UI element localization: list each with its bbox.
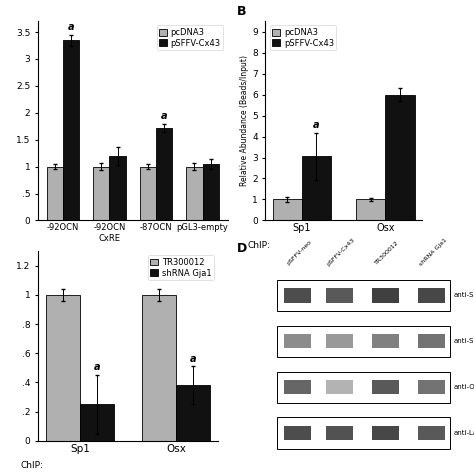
Legend: pcDNA3, pSFFV-Cx43: pcDNA3, pSFFV-Cx43 xyxy=(156,26,223,50)
Bar xyxy=(80,404,114,441)
Bar xyxy=(186,166,202,220)
Bar xyxy=(418,380,445,394)
Bar xyxy=(46,295,80,441)
Bar xyxy=(418,426,445,440)
Legend: pcDNA3, pSFFV-Cx43: pcDNA3, pSFFV-Cx43 xyxy=(270,26,337,50)
Text: D: D xyxy=(237,242,247,255)
Bar xyxy=(109,156,126,220)
Bar xyxy=(46,166,63,220)
Bar xyxy=(273,200,302,220)
Bar xyxy=(277,280,450,311)
Y-axis label: Relative Abundance (Beads/Input): Relative Abundance (Beads/Input) xyxy=(240,55,249,186)
Legend: TR300012, shRNA Gja1: TR300012, shRNA Gja1 xyxy=(147,255,214,280)
Text: anti-S: anti-S xyxy=(454,292,474,299)
Text: anti-O: anti-O xyxy=(454,384,474,390)
Bar xyxy=(277,418,450,449)
Bar xyxy=(326,289,353,302)
Text: ChIP:: ChIP: xyxy=(247,241,270,250)
Bar xyxy=(277,372,450,403)
Bar xyxy=(372,426,399,440)
Bar xyxy=(284,380,311,394)
Text: pSFFV-Cx43: pSFFV-Cx43 xyxy=(326,237,356,267)
Bar xyxy=(372,334,399,348)
Bar xyxy=(326,380,353,394)
Text: anti-S: anti-S xyxy=(454,338,474,345)
Text: B: B xyxy=(237,5,246,18)
Text: a: a xyxy=(190,354,196,364)
Bar xyxy=(284,426,311,440)
Text: a: a xyxy=(161,111,167,121)
Text: pSFFV-neo: pSFFV-neo xyxy=(286,239,313,266)
Bar xyxy=(302,156,331,220)
Bar xyxy=(63,40,79,220)
Bar xyxy=(142,295,176,441)
Bar xyxy=(176,385,210,441)
Bar xyxy=(418,334,445,348)
Text: a: a xyxy=(68,21,74,32)
Bar xyxy=(385,95,415,220)
Text: TR300012: TR300012 xyxy=(374,239,400,265)
Bar xyxy=(326,426,353,440)
Bar xyxy=(284,289,311,302)
Bar xyxy=(356,200,385,220)
Bar xyxy=(372,380,399,394)
Bar xyxy=(93,166,109,220)
Text: a: a xyxy=(313,120,320,130)
Bar xyxy=(326,334,353,348)
Bar xyxy=(372,289,399,302)
Bar xyxy=(140,166,156,220)
Bar xyxy=(202,164,219,220)
Bar xyxy=(156,128,173,220)
Text: shRNA Gja1: shRNA Gja1 xyxy=(418,237,448,267)
Text: a: a xyxy=(93,362,100,372)
Bar xyxy=(418,289,445,302)
Text: ChIP:: ChIP: xyxy=(20,461,43,470)
Bar xyxy=(284,334,311,348)
Bar xyxy=(277,326,450,357)
Text: anti-La: anti-La xyxy=(454,430,474,436)
